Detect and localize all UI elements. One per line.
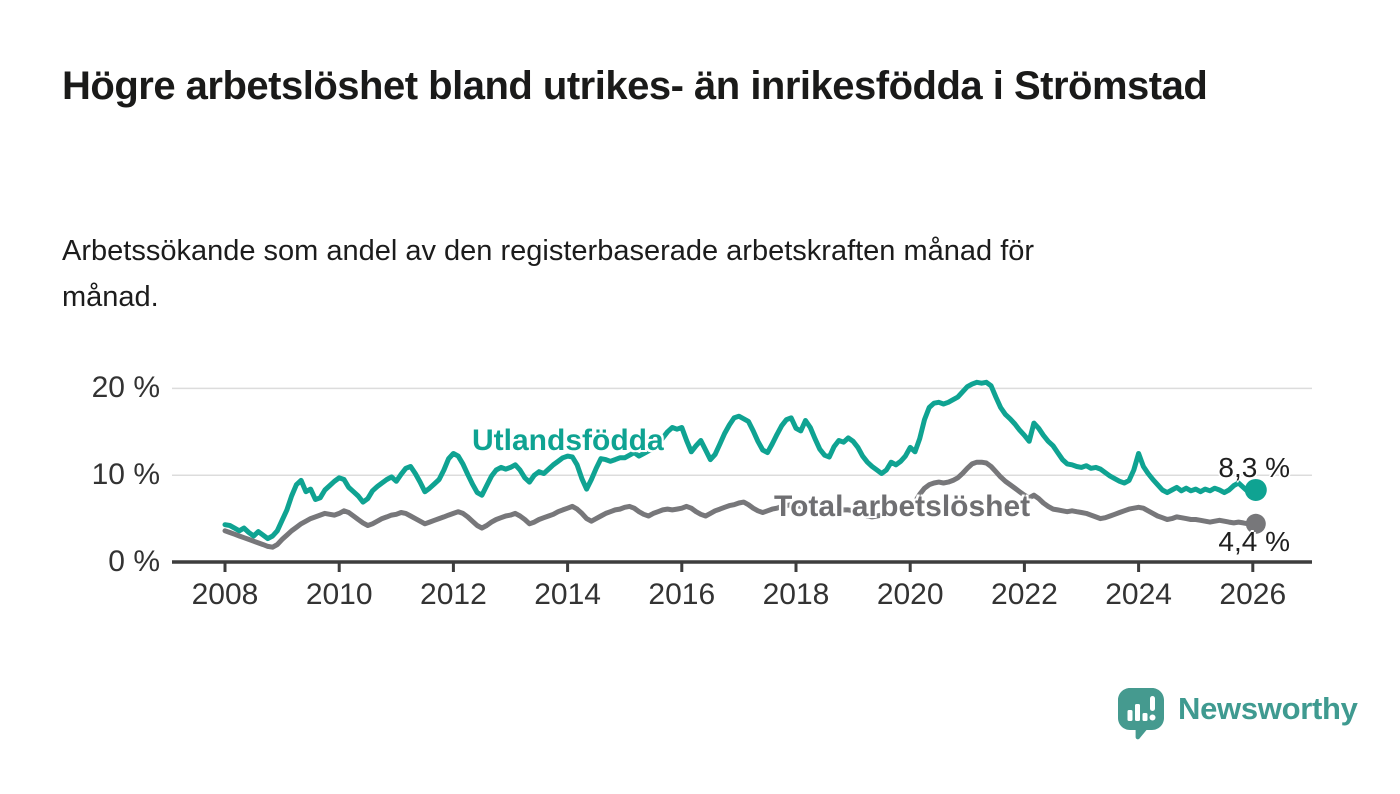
series-label-utlandsfodda: Utlandsfödda — [472, 424, 664, 457]
end-value-total: 4,4 % — [1218, 526, 1290, 557]
x-tick-label: 2014 — [534, 578, 601, 611]
x-tick-label: 2010 — [305, 578, 373, 611]
y-tick-label: 0 % — [108, 545, 160, 578]
series-end-dot-1 — [1245, 513, 1266, 534]
y-tick-label: 10 % — [91, 458, 160, 492]
brand-name: Newsworthy — [1178, 690, 1358, 726]
x-tick-label: 2016 — [648, 578, 716, 611]
x-tick-label: 2020 — [876, 578, 944, 611]
series-line-1 — [222, 459, 1256, 550]
y-tick-label: 20 % — [91, 371, 160, 405]
newsworthy-logo: Newsworthy — [1116, 686, 1358, 742]
x-tick-label: 2022 — [991, 578, 1058, 611]
page-title: Högre arbetslöshet bland utrikes- än inr… — [62, 64, 1208, 108]
chart-subtitle: Arbetssökande som andel av den registerb… — [62, 235, 1035, 314]
newsworthy-bubble-icon — [1118, 688, 1164, 740]
series-end-dot-0 — [1244, 478, 1267, 501]
x-tick-label: 2008 — [191, 578, 259, 611]
x-tick-label: 2018 — [762, 578, 830, 611]
x-tick-label: 2012 — [420, 578, 487, 611]
series-line-0 — [222, 379, 1256, 542]
series-label-total: Total arbetslöshet — [774, 490, 1031, 523]
x-tick-label: 2026 — [1219, 578, 1287, 611]
x-tick-label: 2024 — [1105, 578, 1172, 611]
end-value-utlandsfodda: 8,3 % — [1218, 452, 1290, 483]
